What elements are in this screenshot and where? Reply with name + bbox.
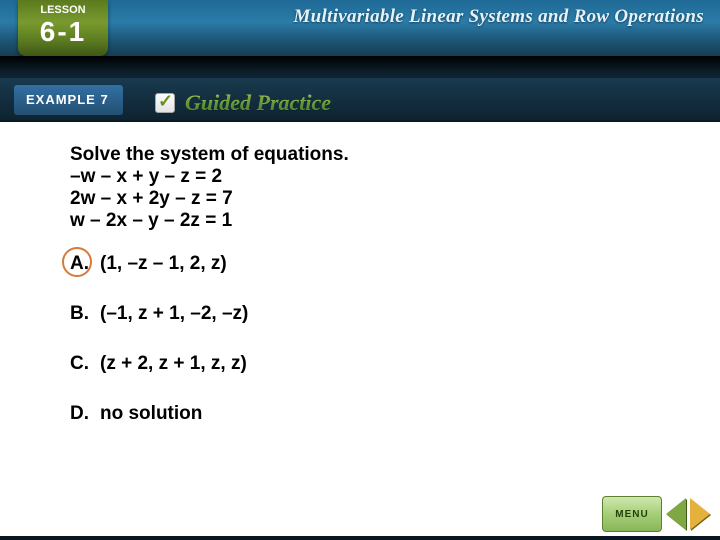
lesson-label: LESSON bbox=[18, 4, 108, 16]
option-letter: A. bbox=[70, 253, 100, 275]
option-text: no solution bbox=[100, 403, 202, 425]
nav-controls: MENU bbox=[602, 496, 710, 532]
option-b[interactable]: B. (–1, z + 1, –2, –z) bbox=[70, 303, 692, 325]
guided-practice-badge: Guided Practice bbox=[155, 90, 331, 116]
option-text: (z + 2, z + 1, z, z) bbox=[100, 353, 247, 375]
lesson-tab: LESSON 6-1 bbox=[18, 0, 108, 56]
next-arrow-icon[interactable] bbox=[690, 498, 710, 530]
chapter-title: Multivariable Linear Systems and Row Ope… bbox=[293, 6, 704, 28]
guided-practice-label: Guided Practice bbox=[185, 90, 331, 116]
option-text: (–1, z + 1, –2, –z) bbox=[100, 303, 248, 325]
check-icon bbox=[155, 93, 175, 113]
lesson-number: 6-1 bbox=[18, 18, 108, 46]
equation-row: w – 2x – y – 2z = 1 bbox=[70, 210, 692, 232]
answer-options: A. (1, –z – 1, 2, z) B. (–1, z + 1, –2, … bbox=[70, 253, 692, 425]
option-letter: C. bbox=[70, 353, 100, 375]
prev-arrow-icon[interactable] bbox=[666, 498, 686, 530]
option-a[interactable]: A. (1, –z – 1, 2, z) bbox=[70, 253, 692, 275]
example-label: EXAMPLE 7 bbox=[14, 85, 123, 115]
equation-system: –w – x + y – z = 2 2w – x + 2y – z = 7 w… bbox=[70, 166, 692, 232]
option-letter: D. bbox=[70, 403, 100, 425]
example-strip: EXAMPLE 7 Guided Practice bbox=[0, 78, 720, 122]
divider-bar bbox=[0, 56, 720, 78]
equation-row: –w – x + y – z = 2 bbox=[70, 166, 692, 188]
equation-row: 2w – x + 2y – z = 7 bbox=[70, 188, 692, 210]
option-d[interactable]: D. no solution bbox=[70, 403, 692, 425]
question-prompt: Solve the system of equations. bbox=[70, 144, 692, 166]
option-letter: B. bbox=[70, 303, 100, 325]
bottom-border bbox=[0, 536, 720, 540]
header-band: LESSON 6-1 Multivariable Linear Systems … bbox=[0, 0, 720, 56]
option-text: (1, –z – 1, 2, z) bbox=[100, 253, 227, 275]
slide: LESSON 6-1 Multivariable Linear Systems … bbox=[0, 0, 720, 540]
option-c[interactable]: C. (z + 2, z + 1, z, z) bbox=[70, 353, 692, 375]
menu-button[interactable]: MENU bbox=[602, 496, 662, 532]
content-area: Solve the system of equations. –w – x + … bbox=[0, 122, 720, 425]
